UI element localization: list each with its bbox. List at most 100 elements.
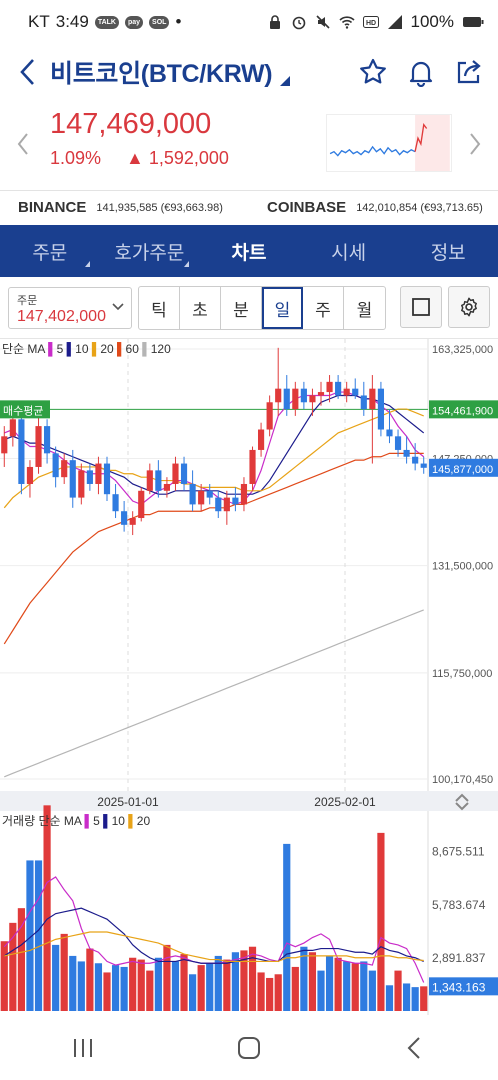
battery-percent: 100%	[410, 12, 454, 31]
back-button[interactable]	[6, 50, 50, 94]
tab-label: 시세	[331, 242, 367, 264]
last-volume-tag	[429, 977, 498, 996]
candle-body	[343, 388, 350, 396]
average-buy-label: 매수평균	[3, 404, 43, 417]
candle-body	[35, 426, 42, 467]
order-value: 147,402,000	[17, 308, 106, 325]
candle-body	[155, 470, 162, 491]
moving-average-lines	[3, 391, 425, 778]
favorite-star-icon[interactable]	[358, 57, 388, 87]
volume-tick-label: 5,783.674	[432, 898, 486, 912]
chart-type-button[interactable]	[400, 286, 442, 328]
candle-body	[146, 470, 153, 491]
svg-text:HD: HD	[365, 20, 375, 27]
price-chart[interactable]: 163,325,000147,250,000131,500,000115,750…	[0, 339, 498, 1015]
order-price-dropdown[interactable]: 주문 147,402,000	[8, 287, 132, 329]
price-legend: 단순 MA ▌5 ▌10 ▌20 ▌60 ▌120	[2, 342, 171, 357]
back-icon[interactable]	[401, 1034, 429, 1062]
recent-apps-icon[interactable]	[69, 1034, 97, 1062]
candle-body	[394, 436, 402, 450]
candle-body	[198, 490, 205, 505]
candlesticks	[1, 347, 427, 536]
period-week[interactable]: 주	[303, 287, 344, 329]
volume-bars	[0, 805, 428, 1011]
volume-bar	[34, 860, 43, 1011]
candle-body	[95, 463, 102, 484]
previous-coin-chevron-icon[interactable]	[14, 130, 34, 158]
period-second[interactable]: 초	[180, 287, 221, 329]
chart-settings-button[interactable]	[448, 286, 490, 328]
price-summary: 147,469,000 1.09% ▲ 1,592,000	[0, 100, 498, 190]
tab-market[interactable]: 시세	[299, 225, 399, 277]
candle-body	[61, 460, 68, 478]
volume-bar	[129, 957, 137, 1011]
alarm-icon	[292, 16, 305, 30]
page-title: 비트코인(BTC/KRW)	[50, 60, 273, 88]
home-icon[interactable]	[235, 1034, 263, 1062]
next-coin-chevron-icon[interactable]	[464, 130, 484, 158]
order-label: 주문	[17, 295, 38, 307]
exchange-comparison: BINANCE 141,935,585 (€93,663.98) COINBAS…	[0, 190, 498, 224]
tab-quote-order[interactable]: 호가주문	[100, 225, 200, 277]
candle-body	[121, 511, 128, 525]
volume-bar	[26, 860, 34, 1011]
volume-bar	[274, 974, 282, 1011]
candle-body	[189, 483, 196, 505]
tab-info[interactable]: 정보	[398, 225, 498, 277]
candle-body	[257, 429, 265, 450]
coin-selector[interactable]: 비트코인(BTC/KRW)	[50, 54, 291, 90]
volume-bar	[334, 957, 342, 1011]
tab-chart[interactable]: 차트	[199, 225, 299, 277]
volume-bar	[43, 805, 51, 1011]
bell-icon[interactable]	[406, 57, 436, 87]
tab-label: 정보	[430, 242, 466, 264]
last-volume-value: 1,343.163	[432, 980, 486, 994]
period-month[interactable]: 월	[356, 300, 373, 320]
volume-bar	[154, 957, 162, 1011]
volume-bar	[343, 961, 351, 1011]
volume-bar	[163, 944, 171, 1011]
dropdown-triangle-icon	[280, 76, 291, 86]
volume-bar	[377, 832, 385, 1011]
volume-ma-lines	[3, 876, 425, 983]
price-tick-label: 131,500,000	[432, 561, 493, 573]
candle-body	[52, 453, 59, 478]
candle-body	[369, 388, 376, 410]
candle-body	[360, 395, 367, 410]
chart-labels: 163,325,000147,250,000131,500,000115,750…	[0, 342, 498, 996]
exchange-name: COINBASE	[267, 199, 347, 216]
tab-order[interactable]: 주문	[0, 225, 100, 277]
volume-bar	[94, 963, 103, 1011]
candle-body	[86, 470, 93, 484]
period-selector: 틱 초 분 일 주 월	[138, 286, 386, 330]
volume-bar	[223, 959, 231, 1011]
candle-body	[78, 470, 85, 498]
lock-icon	[269, 15, 280, 29]
change-amount: ▲ 1,592,000	[126, 148, 229, 168]
volume-bar	[206, 963, 214, 1011]
volume-tick-label: 2,891.837	[432, 951, 486, 965]
tab-label: 차트	[231, 242, 267, 264]
candle-body	[317, 392, 325, 396]
volume-bar	[69, 955, 77, 1011]
candle-body	[26, 466, 34, 484]
app-header: 비트코인(BTC/KRW)	[0, 44, 498, 100]
period-tick[interactable]: 틱	[139, 287, 180, 329]
candle-body	[112, 494, 119, 512]
candle-body	[129, 518, 136, 525]
candle-body	[275, 388, 282, 403]
period-day[interactable]: 일	[262, 287, 303, 329]
candle-body	[283, 388, 290, 410]
candle-body	[249, 449, 256, 484]
status-bar: KT 3:49 TALK pay SOL • HD 100%	[0, 0, 498, 44]
candle-body	[377, 388, 385, 430]
period-minute[interactable]: 분	[221, 287, 262, 329]
volume-bar	[86, 948, 94, 1011]
volume-bar	[266, 977, 274, 1011]
mini-price-chart[interactable]	[326, 114, 452, 172]
candle-body	[309, 395, 316, 403]
x-tick-label: 2025-02-01	[314, 795, 376, 809]
candle-body	[18, 419, 25, 484]
share-icon[interactable]	[454, 57, 484, 87]
volume-bar	[120, 966, 128, 1011]
